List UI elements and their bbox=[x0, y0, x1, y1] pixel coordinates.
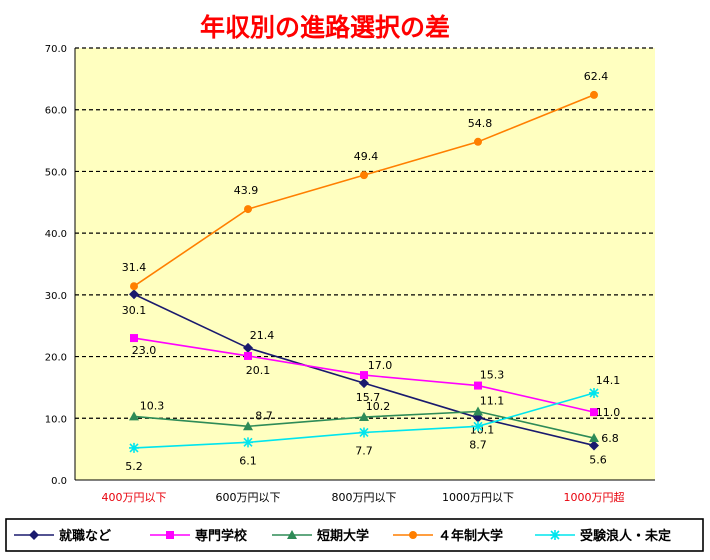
legend-label: 就職など bbox=[59, 528, 111, 544]
data-point bbox=[359, 427, 369, 438]
data-point bbox=[550, 530, 560, 540]
data-label: 11.1 bbox=[480, 394, 505, 407]
data-point bbox=[359, 412, 369, 422]
x-tick-label: 600万円以下 bbox=[216, 491, 281, 504]
data-label: 21.4 bbox=[250, 329, 275, 342]
axes bbox=[74, 48, 655, 481]
data-label: 10.3 bbox=[140, 399, 165, 412]
x-tick-labels: 400万円以下 600万円以下 800万円以下 1000万円以下 1000万円超 bbox=[102, 490, 625, 504]
y-tick-label: 50.0 bbox=[45, 167, 67, 178]
data-point bbox=[589, 387, 599, 398]
x-tick-label: 800万円以下 bbox=[332, 491, 397, 504]
series-2: 10.3 8.7 10.2 11.1 6.8 bbox=[129, 394, 619, 445]
data-label: 8.7 bbox=[255, 409, 273, 422]
data-point bbox=[360, 171, 368, 180]
data-label: 54.8 bbox=[468, 117, 493, 130]
data-label: 31.4 bbox=[122, 261, 147, 274]
y-tick-label: 10.0 bbox=[45, 414, 67, 425]
legend-entry: ４年制大学 bbox=[393, 528, 503, 544]
data-point bbox=[244, 351, 252, 360]
data-label: 11.0 bbox=[596, 406, 621, 419]
data-point bbox=[589, 440, 599, 451]
data-label: 17.0 bbox=[368, 359, 393, 372]
data-label: 15.3 bbox=[480, 369, 505, 382]
legend-entry: 就職など bbox=[14, 528, 111, 544]
legend-entry: 専門学校 bbox=[150, 528, 248, 544]
y-tick-label: 20.0 bbox=[45, 353, 67, 364]
y-tick-label: 70.0 bbox=[45, 44, 67, 55]
data-label: 8.7 bbox=[469, 438, 487, 451]
legend-box bbox=[5, 518, 704, 552]
data-label: 49.4 bbox=[354, 150, 379, 163]
data-label: 10.2 bbox=[366, 400, 391, 413]
data-point bbox=[129, 289, 139, 300]
legend-label: 短期大学 bbox=[317, 528, 369, 544]
data-point bbox=[244, 205, 252, 214]
y-tick-label: 30.0 bbox=[45, 291, 67, 302]
data-label: 6.8 bbox=[601, 432, 619, 445]
data-label: 43.9 bbox=[234, 184, 259, 197]
data-point bbox=[243, 421, 253, 431]
data-label: 62.4 bbox=[584, 70, 609, 83]
data-point bbox=[130, 282, 138, 291]
data-label: 30.1 bbox=[122, 304, 147, 317]
legend: 就職など 専門学校 短期大学 ４年制大学 受験浪人・未定 bbox=[5, 518, 704, 552]
data-point bbox=[473, 421, 483, 432]
data-point bbox=[287, 530, 297, 539]
y-tick-label: 60.0 bbox=[45, 106, 67, 117]
data-label: 5.6 bbox=[589, 453, 607, 466]
x-tick-label: 1000万円以下 bbox=[442, 491, 514, 504]
data-point bbox=[29, 530, 39, 540]
data-point bbox=[129, 411, 139, 421]
data-point bbox=[474, 137, 482, 146]
data-label: 5.2 bbox=[125, 460, 143, 473]
series-1: 23.0 20.1 17.0 15.3 11.0 bbox=[130, 334, 620, 419]
y-tick-label: 40.0 bbox=[45, 229, 67, 240]
data-label: 15.7 bbox=[356, 391, 381, 404]
x-tick-label: 1000万円超 bbox=[564, 490, 625, 504]
y-tick-label: 0.0 bbox=[51, 476, 67, 487]
data-label: 14.1 bbox=[596, 374, 621, 387]
x-tick-label: 400万円以下 bbox=[102, 491, 167, 504]
data-point bbox=[590, 408, 598, 417]
chart-title: 年収別の進路選択の差 bbox=[200, 13, 450, 42]
data-point bbox=[409, 531, 417, 539]
data-point bbox=[243, 342, 253, 353]
data-point bbox=[360, 371, 368, 380]
legend-entry: 短期大学 bbox=[272, 528, 369, 544]
data-point bbox=[474, 381, 482, 390]
series-4: 5.2 6.1 7.7 8.7 14.1 bbox=[125, 374, 620, 473]
series-group: 30.121.415.710.15.623.020.1 17.015.311.01… bbox=[122, 70, 621, 473]
data-point bbox=[589, 433, 599, 443]
legend-label: 受験浪人・未定 bbox=[580, 528, 671, 544]
plot-area bbox=[75, 48, 655, 480]
y-tick-labels: 0.0 10.0 20.0 30.0 40.0 50.0 60.0 70.0 bbox=[45, 44, 67, 487]
legend-label: ４年制大学 bbox=[438, 528, 503, 544]
data-point bbox=[590, 90, 598, 99]
data-label: 7.7 bbox=[355, 444, 373, 457]
data-point bbox=[129, 442, 139, 453]
data-label: 20.1 bbox=[246, 364, 271, 377]
data-label: 6.1 bbox=[239, 454, 257, 467]
legend-label: 専門学校 bbox=[195, 528, 248, 544]
series-3: 31.4 43.9 49.4 54.8 62.4 bbox=[122, 70, 609, 291]
data-point bbox=[130, 334, 138, 343]
data-point bbox=[166, 531, 174, 539]
data-label: 23.0 bbox=[132, 344, 157, 357]
data-point bbox=[473, 406, 483, 416]
data-point bbox=[243, 437, 253, 448]
legend-entry: 受験浪人・未定 bbox=[535, 528, 671, 544]
data-point bbox=[359, 378, 369, 389]
